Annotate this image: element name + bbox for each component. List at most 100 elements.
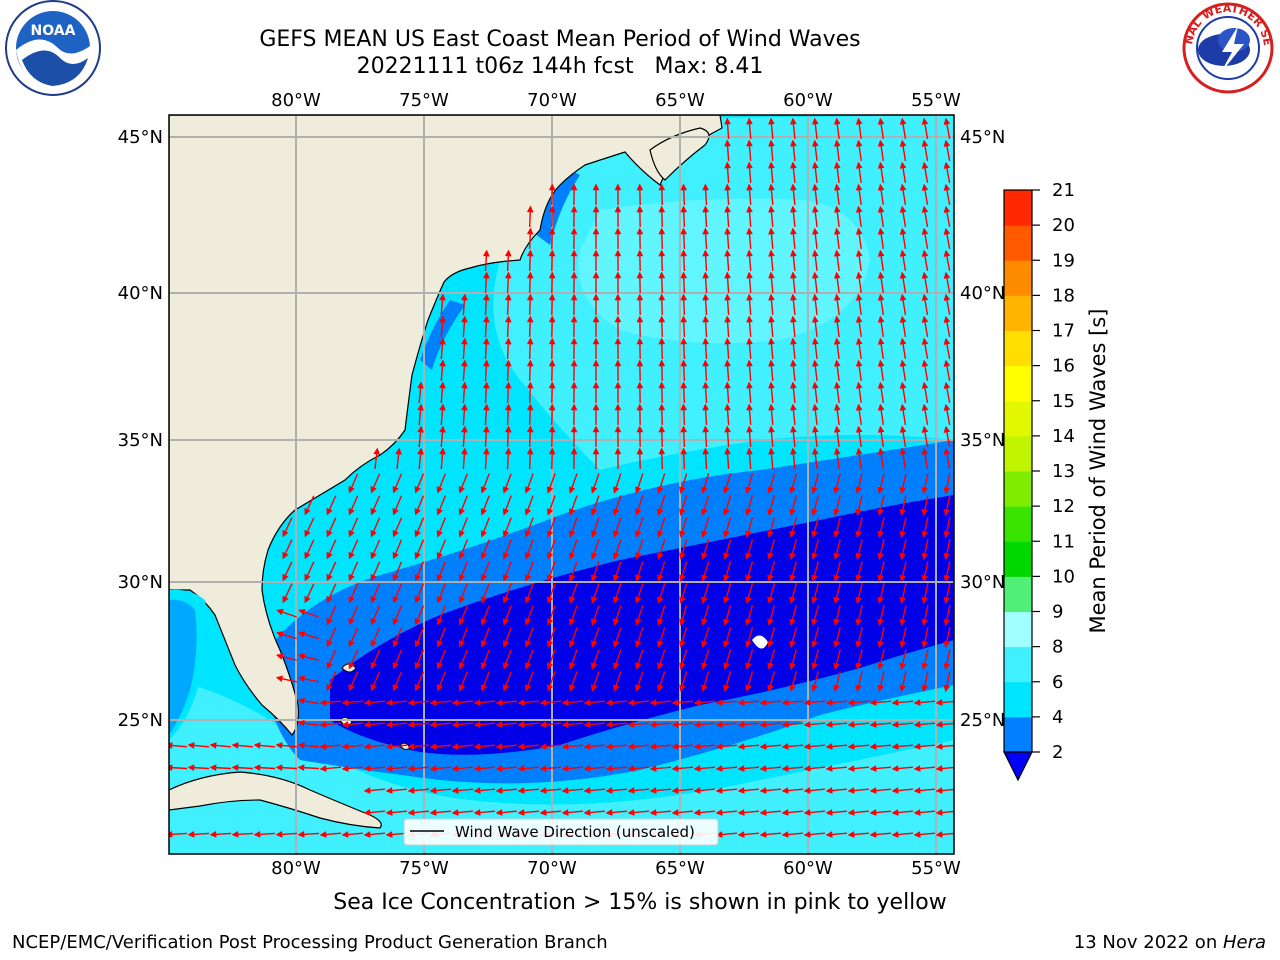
arrow-head [524,552,532,560]
arrow-head [869,831,877,838]
arrow-head [825,743,833,750]
arrow-head [921,486,929,495]
arrow-head [539,743,547,750]
arrow-head [891,787,899,794]
arrow-head [724,161,732,169]
lon-label-top: 65°W [655,90,705,111]
arrow-head [392,573,399,582]
arrow-head [429,743,437,750]
colorbar-segment [1004,506,1032,542]
arrow-head [759,765,767,772]
arrow-head [341,721,349,728]
arrow-head [745,618,752,627]
arrow-head [546,486,554,494]
arrow-head [855,574,862,583]
arrow-head [524,618,532,626]
arrow-head [504,293,512,301]
arrow-head [473,765,481,772]
arrow-head [825,831,833,838]
arrow-head [658,381,666,389]
colorbar: 2 4 6 8 9 10 11 12 13 14 15 16 17 18 19 20 21 Mean Perio… [1003,180,1110,782]
arrow-head [746,425,753,433]
arrow-head [592,249,600,257]
arrow-head [568,552,576,560]
arrow-head [612,684,620,692]
arrow-head [811,183,819,191]
footer-date: 13 Nov 2022 on Hera [1074,932,1266,953]
arrow-head [724,403,732,411]
arrow-head [671,787,679,794]
arrow-head [855,315,863,323]
arrow-head [370,573,377,582]
arrow-head [680,447,688,455]
colorbar-segment [1004,435,1032,472]
arrow-head [715,831,723,838]
arrow-head [634,530,642,538]
arrow-head [348,639,355,648]
arrow-head [767,530,774,539]
arrow-head [605,787,613,794]
colorbar-tick-label: 9 [1052,602,1063,623]
arrow-head [348,507,355,516]
arrow-head [943,425,951,433]
arrow-head [746,205,753,213]
arrow-head [297,631,306,638]
arrow-head [436,684,443,692]
arrow-head [583,809,591,816]
arrow-head [436,618,443,626]
arrow-head [548,293,556,301]
arrow-head [825,809,833,816]
arrow-head [561,721,569,728]
arrow-head [723,552,730,561]
arrow-head [341,765,349,772]
arrow-head [439,425,446,433]
arrow-head [833,486,840,495]
arrow-head [811,403,819,411]
arrow-head [385,721,393,728]
arrow-head [392,661,399,670]
arrow-head [781,787,789,794]
arrow-head [701,508,708,517]
arrow-head [935,787,943,794]
arrow-head [363,831,371,838]
arrow-head [385,699,393,706]
arrow-head [482,315,490,323]
arrow-head [636,227,644,235]
arrow-head [614,205,622,213]
arrow-head [297,830,305,838]
arrow-head [759,809,767,816]
arrow-head [649,743,657,750]
arrow-head [877,117,885,125]
arrow-head [746,359,753,367]
arrow-head [548,205,556,213]
arrow-head [253,830,261,838]
arrow-head [458,486,466,494]
arrow-head [568,530,576,538]
arrow-head [495,765,503,772]
arrow-head [768,117,775,125]
arrow-head [517,809,525,816]
arrow-head [502,662,510,670]
arrow-head [526,359,534,367]
arrow-head [877,618,884,627]
lon-label-bottom: 60°W [783,858,833,879]
arrow-head [855,293,863,301]
arrow-head [657,574,664,582]
arrow-head [385,765,393,772]
arrow-head [502,596,510,604]
arrow-head [429,787,437,794]
sea-ice-note: Sea Ice Concentration > 15% is shown in … [333,890,947,915]
arrow-head [935,809,943,816]
arrow-head [649,721,657,728]
arrow-head [548,403,556,411]
arrow-head [869,809,877,816]
arrow-head [414,684,421,692]
arrow-head [899,486,907,495]
arrow-head [899,227,907,235]
arrow-head [627,809,635,816]
noaa-logo-text: NOAA [31,23,76,39]
arrow-head [458,618,466,626]
arrow-head [658,271,666,279]
arrow-head [636,447,644,455]
arrow-head [680,227,688,235]
